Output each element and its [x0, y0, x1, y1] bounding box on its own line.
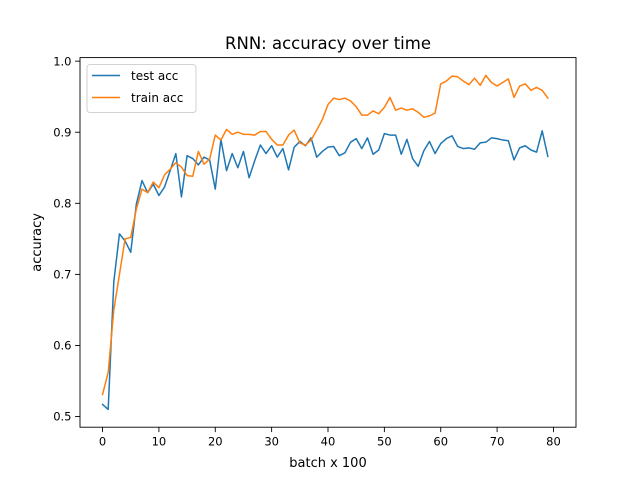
- y-tick-label: 0.9: [53, 125, 71, 139]
- y-tick-label: 1.0: [53, 54, 71, 68]
- x-tick-label: 40: [321, 435, 336, 449]
- legend: test acc train acc: [86, 64, 197, 114]
- x-axis-label: batch x 100: [289, 456, 366, 471]
- series-line-train-acc: [101, 74, 549, 396]
- y-tick-label: 0.6: [53, 339, 71, 353]
- x-tick-label: 70: [490, 435, 505, 449]
- legend-label: test acc: [131, 69, 178, 83]
- x-tick-label: 60: [433, 435, 448, 449]
- x-tick-label: 20: [208, 435, 223, 449]
- x-tick-label: 10: [152, 435, 167, 449]
- legend-box: [86, 64, 197, 114]
- y-tick-label: 0.8: [53, 197, 71, 211]
- x-tick-label: 0: [99, 435, 106, 449]
- x-axis: 0 10 20 30 40 50 60 70 80: [99, 427, 561, 449]
- legend-label: train acc: [131, 91, 183, 105]
- x-tick-label: 80: [546, 435, 561, 449]
- chart-title: RNN: accuracy over time: [225, 34, 431, 53]
- x-tick-label: 50: [377, 435, 392, 449]
- y-tick-label: 0.7: [53, 268, 71, 282]
- x-tick-label: 30: [264, 435, 279, 449]
- y-tick-label: 0.5: [53, 410, 71, 424]
- y-axis: 0.5 0.6 0.7 0.8 0.9 1.0: [53, 54, 80, 424]
- y-axis-label: accuracy: [30, 213, 45, 272]
- plot-lines: [101, 74, 549, 411]
- series-line-test-acc: [101, 130, 549, 411]
